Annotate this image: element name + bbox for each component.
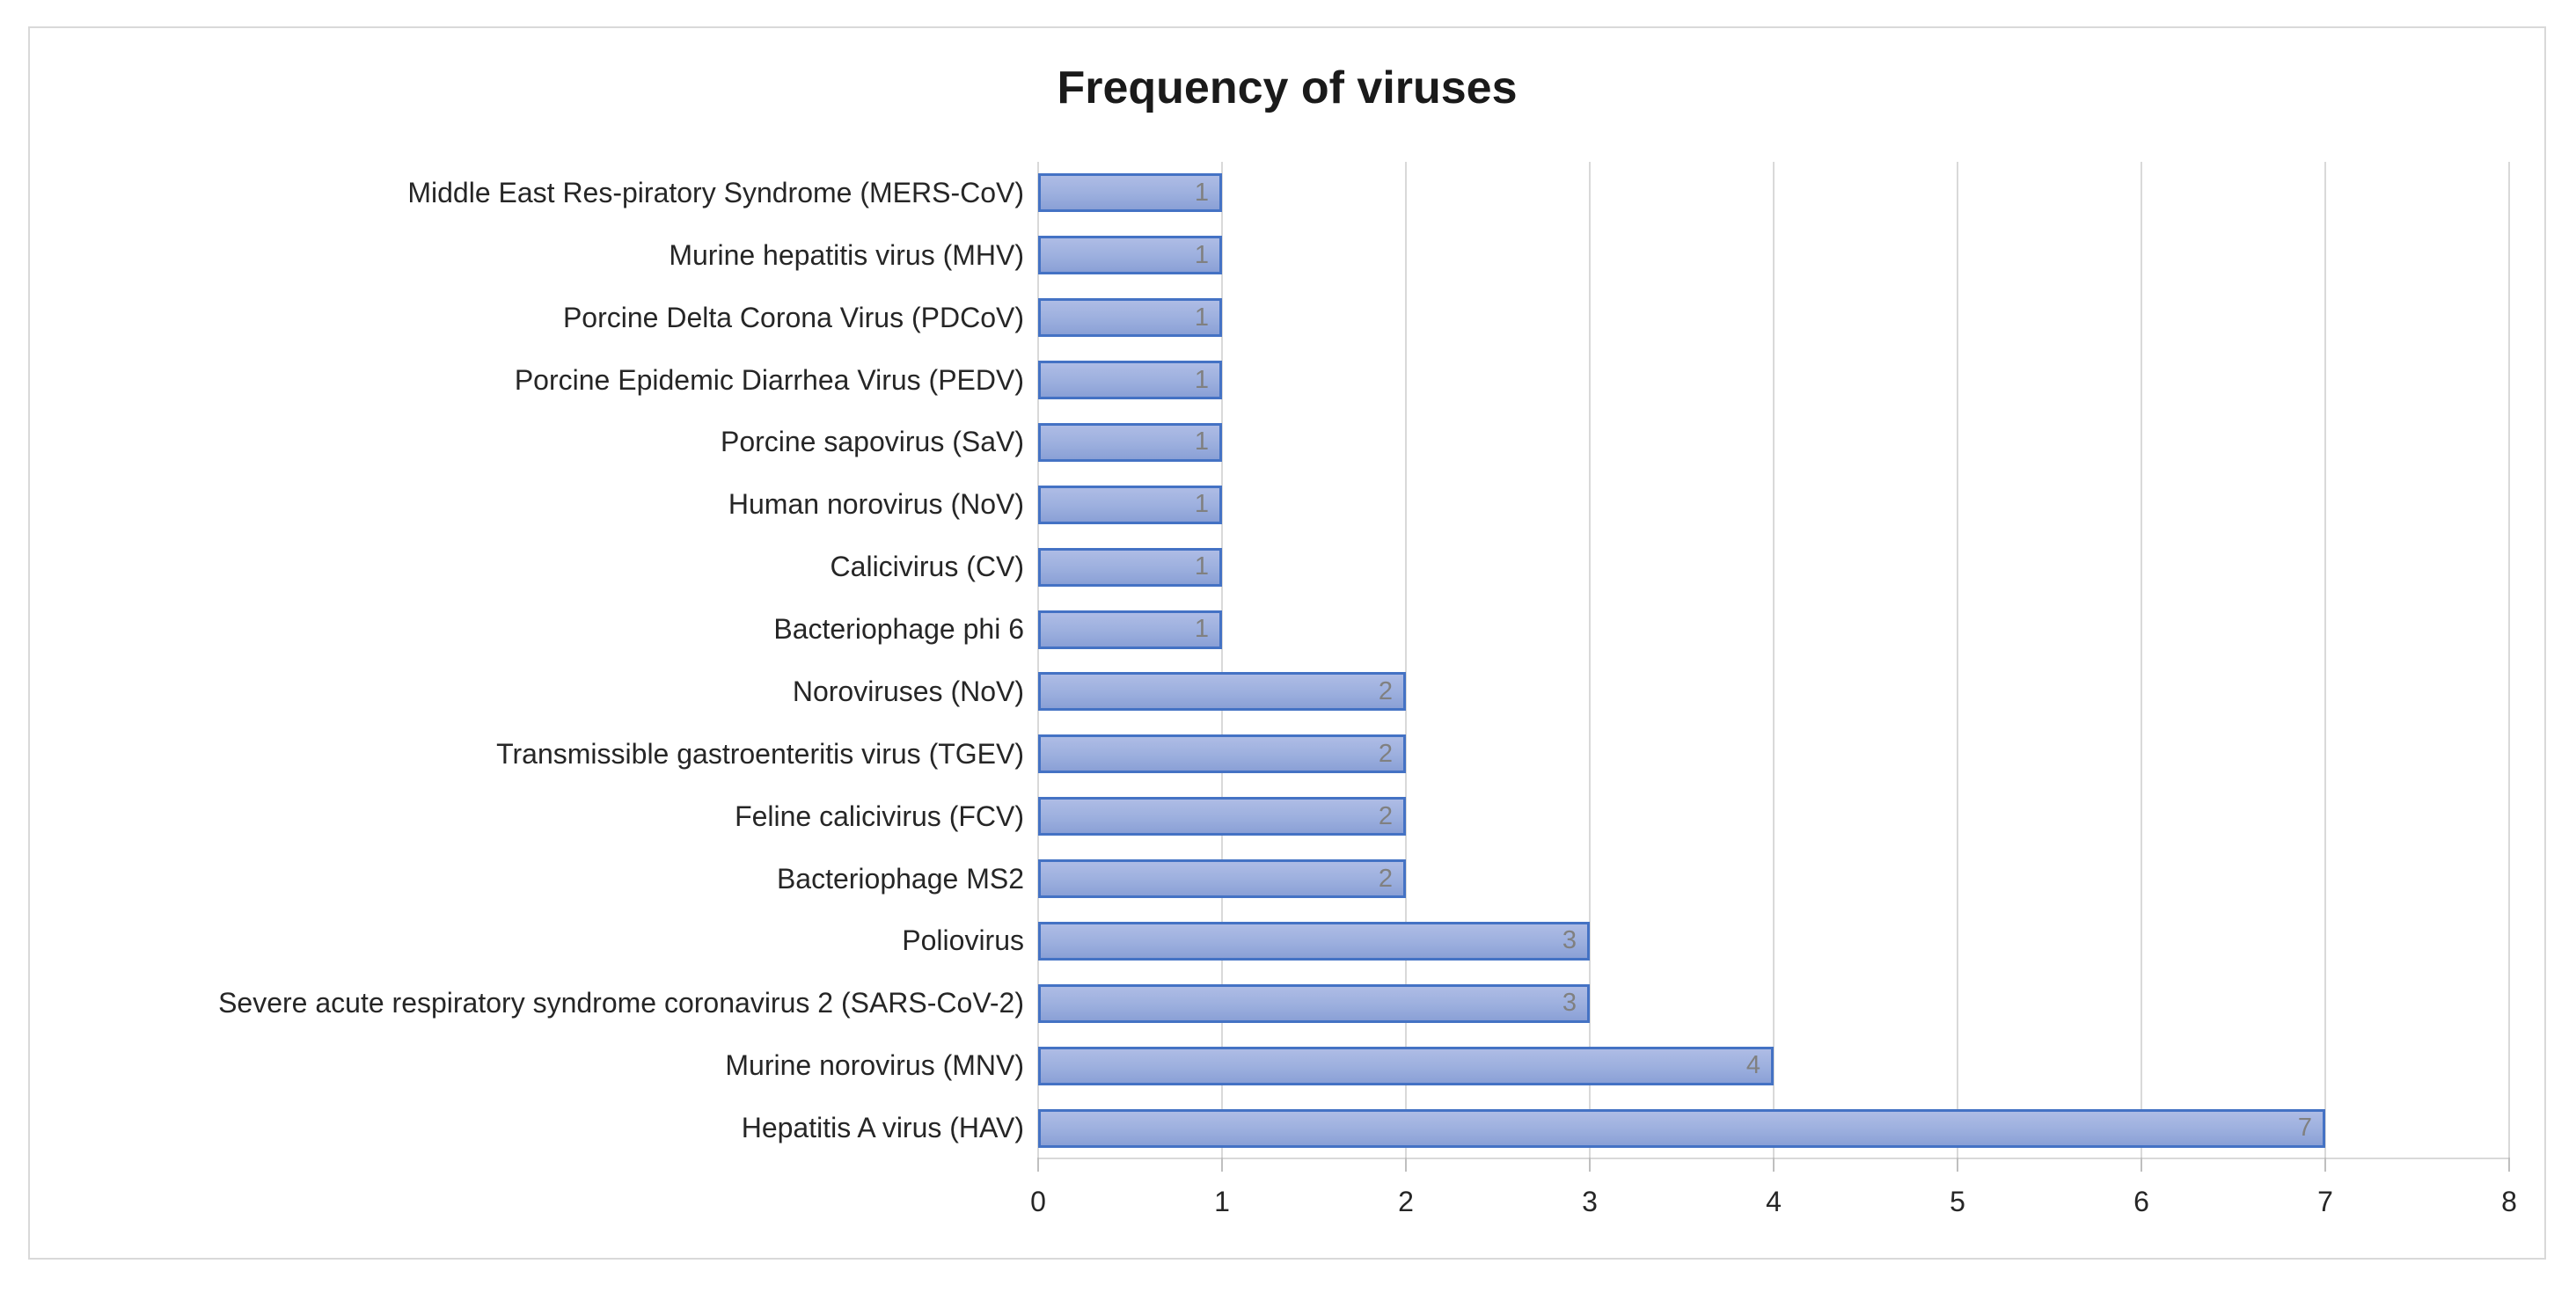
axis-tick-mark xyxy=(1405,1158,1407,1172)
bar: 2 xyxy=(1038,797,1406,836)
category-label: Bacteriophage phi 6 xyxy=(773,613,1024,646)
x-tick-label: 5 xyxy=(1950,1186,1965,1217)
bar: 7 xyxy=(1038,1108,2325,1148)
bar: 1 xyxy=(1038,422,1222,462)
bar: 1 xyxy=(1038,298,1222,338)
bar: 1 xyxy=(1038,236,1222,275)
bar: 1 xyxy=(1038,173,1222,213)
chart-frame: Frequency of viruses Middle East Res-pir… xyxy=(28,26,2546,1260)
bar: 2 xyxy=(1038,859,1406,899)
axis-tick-mark xyxy=(1957,1158,1958,1172)
gridline xyxy=(1221,162,1223,1158)
bar: 2 xyxy=(1038,734,1406,774)
category-label: Calicivirus (CV) xyxy=(830,551,1024,583)
axis-tick-mark xyxy=(2141,1158,2142,1172)
category-label: Feline calicivirus (FCV) xyxy=(735,800,1024,832)
bar-data-label: 1 xyxy=(1194,303,1209,332)
gridline xyxy=(2324,162,2326,1158)
x-tick-label: 0 xyxy=(1030,1186,1046,1217)
category-label: Severe acute respiratory syndrome corona… xyxy=(218,987,1024,1019)
value-axis: 0 1 2 3 4 5 6 7 8 xyxy=(1030,1186,2517,1230)
bar: 2 xyxy=(1038,672,1406,712)
bar: 3 xyxy=(1038,921,1590,961)
axis-tick-mark xyxy=(1773,1158,1775,1172)
category-label: Murine hepatitis virus (MHV) xyxy=(669,238,1024,271)
bar-data-label: 1 xyxy=(1194,240,1209,269)
bar-data-label: 3 xyxy=(1562,989,1577,1018)
category-label: Poliovirus xyxy=(902,924,1024,957)
gridline xyxy=(1589,162,1591,1158)
category-label: Bacteriophage MS2 xyxy=(776,862,1024,895)
axis-tick-mark xyxy=(1589,1158,1591,1172)
category-label: Middle East Res-piratory Syndrome (MERS-… xyxy=(407,176,1024,208)
axis-tick-mark xyxy=(2508,1158,2510,1172)
category-label: Porcine Delta Corona Virus (PDCoV) xyxy=(562,301,1024,333)
bar-data-label: 1 xyxy=(1194,365,1209,394)
bar: 3 xyxy=(1038,983,1590,1023)
x-tick-label: 1 xyxy=(1214,1186,1230,1217)
gridline xyxy=(1037,162,1039,1158)
x-tick-label: 2 xyxy=(1398,1186,1414,1217)
category-label: Noroviruses (NoV) xyxy=(792,675,1024,707)
bar: 1 xyxy=(1038,547,1222,587)
bar: 1 xyxy=(1038,361,1222,400)
category-label: Hepatitis A virus (HAV) xyxy=(741,1112,1024,1144)
x-tick-label: 4 xyxy=(1766,1186,1782,1217)
bar-data-label: 1 xyxy=(1194,615,1209,644)
bar-data-label: 2 xyxy=(1378,739,1393,768)
x-tick-label: 6 xyxy=(2133,1186,2149,1217)
bar-data-label: 1 xyxy=(1194,427,1209,457)
gridline xyxy=(1957,162,1958,1158)
category-label: Porcine sapovirus (SaV) xyxy=(720,426,1024,458)
plot-area: 1 1 1 1 1 1 1 1 2 2 2 2 3 3 4 7 xyxy=(1037,162,2510,1172)
bar-data-label: 2 xyxy=(1378,676,1393,705)
bar-data-label: 7 xyxy=(2297,1114,2312,1143)
category-label: Porcine Epidemic Diarrhea Virus (PEDV) xyxy=(514,363,1024,396)
x-tick-label: 8 xyxy=(2501,1186,2517,1217)
category-label: Murine norovirus (MNV) xyxy=(725,1049,1024,1082)
gridline xyxy=(1773,162,1775,1158)
x-tick-label: 3 xyxy=(1582,1186,1598,1217)
axis-tick-mark xyxy=(1037,1158,1039,1172)
bar-data-label: 1 xyxy=(1194,552,1209,581)
bar: 1 xyxy=(1038,485,1222,524)
bar: 1 xyxy=(1038,610,1222,649)
category-label: Human norovirus (NoV) xyxy=(728,488,1024,521)
axis-tick-mark xyxy=(1221,1158,1223,1172)
bar-data-label: 2 xyxy=(1378,864,1393,893)
axis-tick-mark xyxy=(2324,1158,2326,1172)
bar: 4 xyxy=(1038,1046,1774,1085)
category-axis: Middle East Res-piratory Syndrome (MERS-… xyxy=(30,162,1038,1159)
bar-data-label: 3 xyxy=(1562,926,1577,955)
bar-data-label: 2 xyxy=(1378,801,1393,830)
gridline xyxy=(1405,162,1407,1158)
gridline xyxy=(2141,162,2142,1158)
category-label: Transmissible gastroenteritis virus (TGE… xyxy=(496,737,1024,770)
x-tick-label: 7 xyxy=(2317,1186,2333,1217)
chart-title: Frequency of viruses xyxy=(1057,62,1518,113)
gridline xyxy=(2508,162,2510,1158)
bar-data-label: 4 xyxy=(1745,1051,1760,1080)
bar-data-label: 1 xyxy=(1194,178,1209,207)
bar-data-label: 1 xyxy=(1194,490,1209,519)
